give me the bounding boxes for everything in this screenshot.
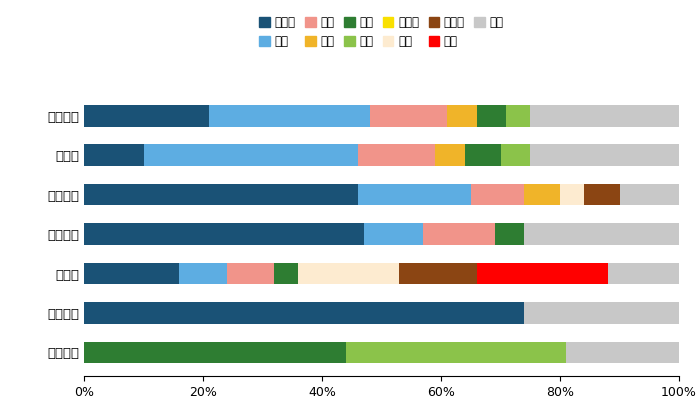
Bar [524, 302, 679, 324]
Bar [209, 105, 370, 127]
Bar [531, 105, 679, 127]
Bar [584, 184, 620, 206]
Bar [423, 223, 494, 245]
Bar [470, 184, 524, 206]
Bar [84, 223, 364, 245]
Bar [346, 342, 566, 363]
Bar [494, 223, 524, 245]
Bar [84, 302, 524, 324]
Bar [370, 105, 447, 127]
Bar [531, 144, 679, 166]
Bar [84, 144, 144, 166]
Bar [465, 144, 500, 166]
Bar [358, 184, 470, 206]
Bar [179, 263, 227, 284]
Bar [298, 263, 399, 284]
Bar [524, 223, 679, 245]
Bar [84, 263, 179, 284]
Bar [560, 184, 584, 206]
Bar [358, 144, 435, 166]
Bar [447, 105, 477, 127]
Bar [84, 342, 346, 363]
Bar [144, 144, 358, 166]
Bar [500, 144, 531, 166]
Bar [227, 263, 274, 284]
Bar [566, 342, 679, 363]
Bar [84, 105, 209, 127]
Bar [399, 263, 477, 284]
Bar [524, 184, 560, 206]
Bar [620, 184, 679, 206]
Bar [84, 184, 358, 206]
Bar [477, 105, 507, 127]
Bar [507, 105, 531, 127]
Bar [608, 263, 679, 284]
Legend: 传染病, 肿瘤, 甲功, 性腺, 心标, 炎症, 高血压, 生殖, 呼吸道, 自免, 其他: 传染病, 肿瘤, 甲功, 性腺, 心标, 炎症, 高血压, 生殖, 呼吸道, 自… [256, 13, 508, 51]
Bar [364, 223, 423, 245]
Bar [274, 263, 298, 284]
Bar [435, 144, 465, 166]
Bar [477, 263, 608, 284]
